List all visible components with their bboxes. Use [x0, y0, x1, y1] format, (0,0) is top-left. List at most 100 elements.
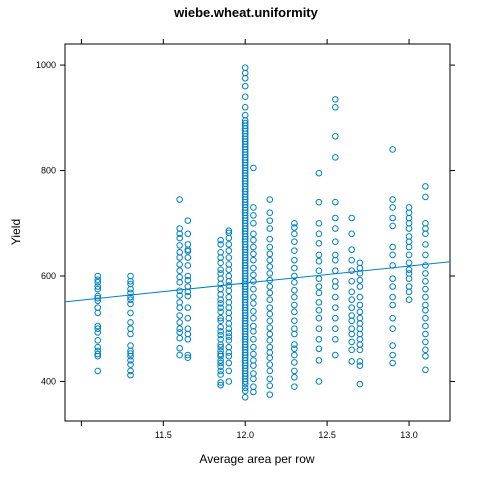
scatter-point — [266, 382, 274, 389]
scatter-point — [176, 292, 183, 299]
scatter-point — [225, 378, 233, 385]
scatter-point — [405, 251, 413, 259]
scatter-point — [217, 331, 224, 339]
scatter-point — [315, 283, 323, 290]
scatter-point — [405, 275, 413, 282]
scatter-point — [225, 287, 233, 295]
scatter-point — [266, 250, 274, 258]
scatter-point — [94, 347, 102, 355]
scatter-point — [266, 276, 274, 284]
scatter-point — [266, 310, 274, 318]
scatter-point — [225, 329, 233, 337]
scatter-point — [389, 196, 396, 203]
scatter-point — [405, 209, 413, 217]
scatter-point — [94, 309, 102, 317]
scatter-point — [217, 241, 224, 248]
scatter-point — [184, 217, 192, 224]
scatter-point — [266, 225, 274, 232]
scatter-point — [422, 346, 429, 354]
scatter-point — [225, 349, 233, 356]
scatter-point — [184, 230, 192, 238]
scatter-point — [266, 391, 274, 398]
scatter-point — [217, 317, 224, 325]
scatter-point — [176, 254, 183, 261]
scatter-point — [315, 325, 323, 333]
scatter-point — [315, 257, 323, 265]
scatter-point — [332, 103, 339, 111]
scatter-point — [217, 304, 224, 311]
scatter-point — [422, 241, 429, 248]
scatter-point — [176, 344, 183, 352]
scatter-point — [127, 342, 134, 349]
scatter-point — [176, 329, 183, 336]
scatter-point — [250, 343, 257, 351]
scatter-point — [315, 275, 323, 282]
scatter-point — [250, 357, 257, 364]
scatter-point — [225, 261, 233, 268]
scatter-point — [291, 345, 298, 353]
scatter-point — [422, 183, 429, 190]
scatter-point — [217, 308, 224, 316]
scatter-point — [266, 304, 274, 311]
scatter-point — [266, 296, 274, 304]
scatter-point — [389, 301, 396, 309]
scatter-point — [217, 236, 224, 244]
scatter-point — [176, 299, 183, 306]
scatter-point — [266, 263, 274, 270]
scatter-point — [315, 169, 323, 177]
scatter-point — [266, 324, 274, 331]
scatter-point — [184, 314, 192, 322]
scatter-point — [184, 262, 192, 269]
scatter-point — [127, 300, 134, 308]
scatter-point — [127, 289, 134, 297]
y-tick-label: 600 — [41, 271, 56, 281]
scatter-point — [266, 361, 274, 368]
scatter-point — [266, 256, 274, 264]
scatter-point — [348, 277, 356, 285]
scatter-point — [266, 375, 274, 383]
scatter-point — [250, 362, 257, 369]
scatter-point — [176, 261, 183, 268]
scatter-point — [291, 256, 298, 264]
scatter-point — [266, 243, 274, 251]
scatter-point — [250, 388, 257, 396]
scatter-point — [176, 225, 183, 232]
scatter-point — [332, 238, 339, 246]
scatter-point — [389, 351, 396, 359]
scatter-point — [250, 164, 257, 172]
scatter-point — [127, 367, 134, 375]
scatter-point — [291, 238, 298, 246]
scatter-point — [356, 293, 364, 301]
scatter-point — [422, 193, 429, 201]
scatter-point — [217, 371, 224, 378]
scatter-point — [184, 335, 192, 343]
scatter-point — [94, 294, 102, 302]
data-points — [94, 64, 429, 401]
scatter-point — [405, 233, 413, 240]
scatter-point — [184, 325, 192, 333]
scatter-point — [332, 267, 339, 275]
scatter-point — [315, 198, 323, 206]
scatter-point — [184, 304, 192, 311]
scatter-point — [176, 319, 183, 326]
scatter-point — [250, 328, 257, 335]
scatter-point — [250, 250, 257, 258]
scatter-point — [332, 335, 339, 343]
scatter-point — [356, 308, 364, 316]
scatter-point — [176, 279, 183, 286]
scatter-point — [94, 343, 102, 351]
scatter-point — [389, 359, 396, 367]
scatter-point — [356, 380, 364, 388]
x-tick-label: 12.0 — [236, 430, 254, 440]
scatter-point — [356, 335, 364, 343]
scatter-point — [389, 314, 396, 322]
scatter-point — [389, 204, 396, 211]
scatter-point — [291, 293, 298, 301]
scatter-point — [315, 357, 323, 364]
scatter-point — [176, 248, 183, 256]
plot-frame — [64, 43, 451, 422]
scatter-point — [348, 304, 356, 311]
y-tick-label: 400 — [41, 376, 56, 386]
scatter-point — [94, 337, 102, 344]
scatter-point — [250, 204, 257, 211]
